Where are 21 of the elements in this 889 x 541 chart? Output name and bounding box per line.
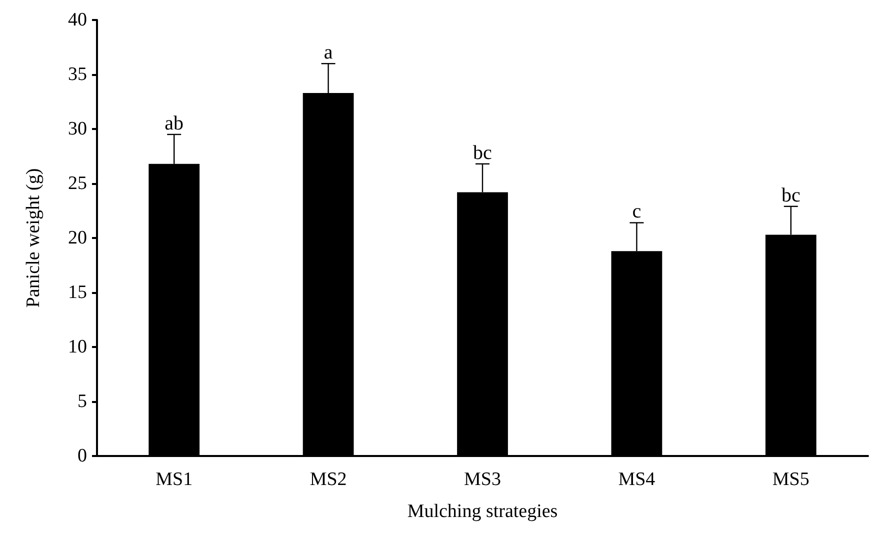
- y-tick-label: 20: [68, 228, 87, 248]
- y-tick-label: 30: [68, 118, 87, 140]
- annotation: bc: [473, 142, 492, 164]
- x-tick-label: MS3: [464, 469, 501, 490]
- y-axis-title: Panicle weight (g): [23, 168, 44, 308]
- y-tick-label: 40: [68, 10, 87, 30]
- y-tick-label: 25: [68, 173, 87, 194]
- y-tick-label: 15: [68, 282, 87, 303]
- y-tick-label: 0: [78, 446, 87, 466]
- x-tick-label: MS1: [156, 469, 193, 490]
- x-tick-label: MS2: [310, 469, 347, 490]
- x-tick-label: MS4: [618, 469, 656, 490]
- x-axis-title: Mulching strategies: [407, 501, 558, 522]
- y-tick-label: 10: [68, 336, 87, 358]
- x-tick-label: MS5: [772, 469, 810, 490]
- annotation: a: [324, 42, 333, 64]
- annotation: ab: [164, 112, 184, 134]
- y-tick-label: 35: [68, 64, 87, 85]
- y-tick-label: 5: [78, 391, 87, 412]
- annotation: bc: [781, 184, 800, 206]
- annotation: c: [632, 200, 642, 223]
